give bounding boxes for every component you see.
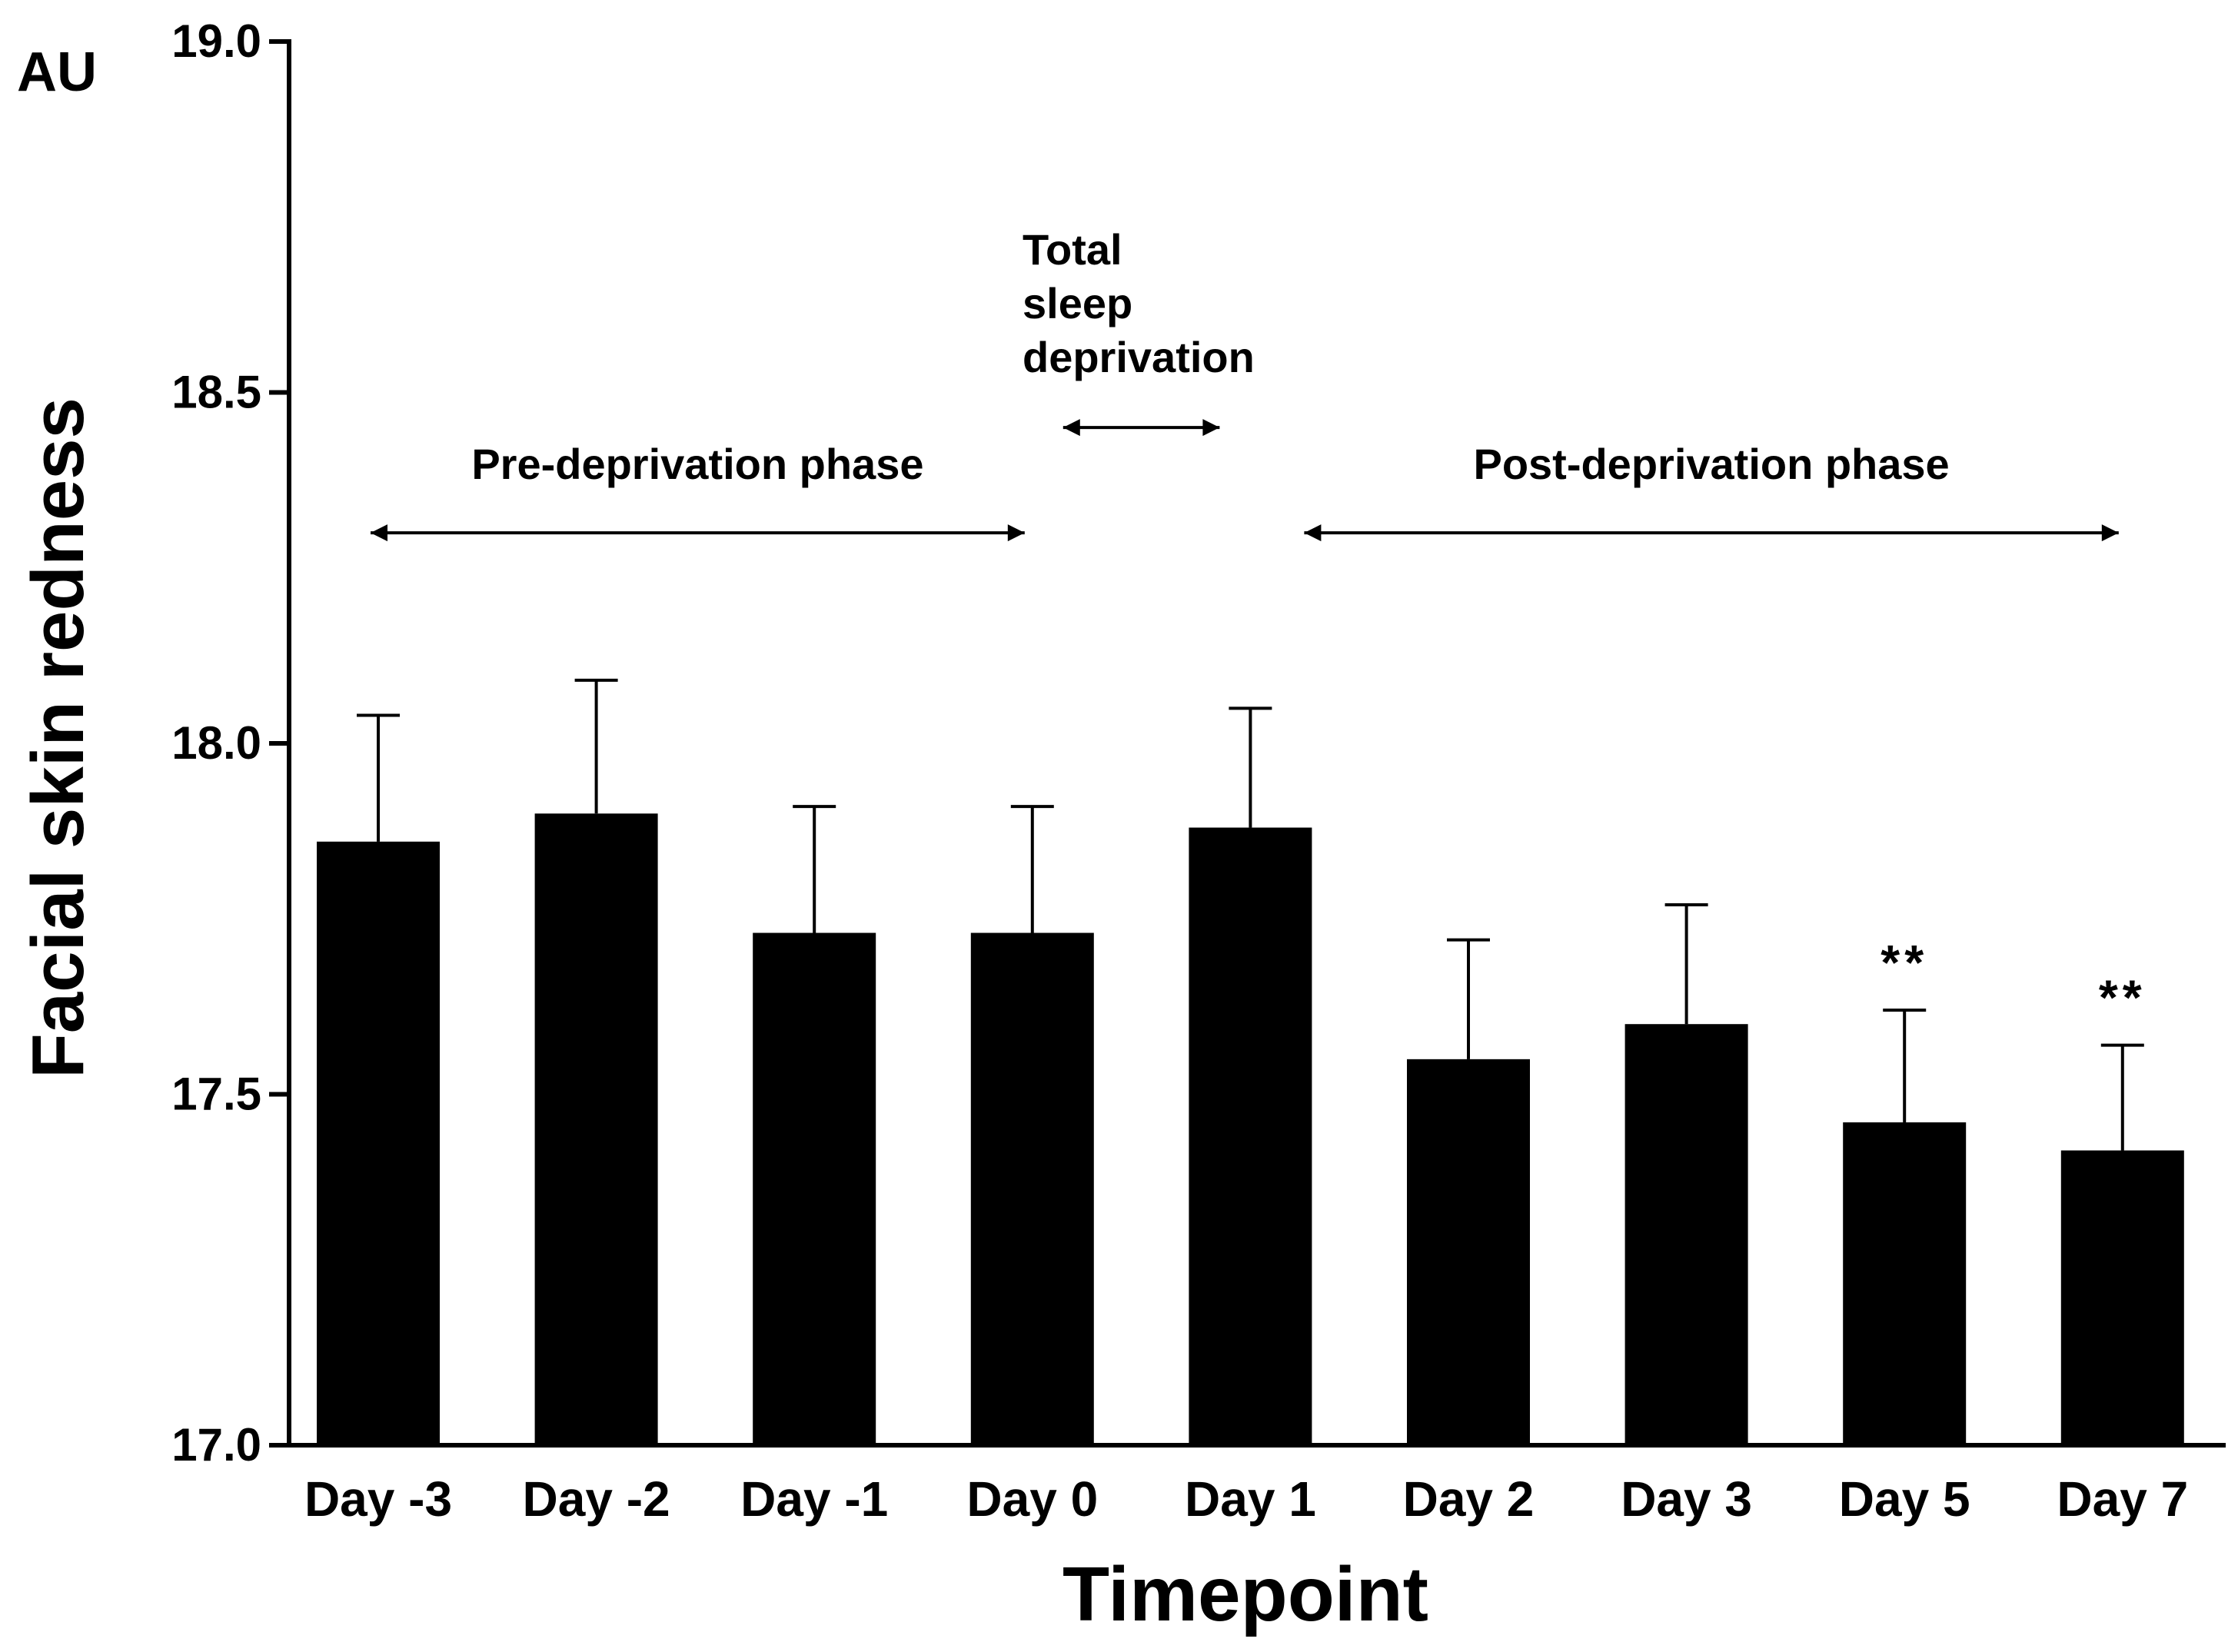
phase-label-line: deprivation [1023, 333, 1255, 381]
y-tick-label: 17.5 [171, 1069, 261, 1120]
phase-arrow-head-left [371, 524, 387, 542]
phase-arrow-head-right [2101, 524, 2119, 542]
bar [2060, 1150, 2184, 1445]
bar [1624, 1024, 1748, 1445]
x-tick-label: Day -2 [523, 1471, 670, 1527]
y-tick-label: 17.0 [171, 1419, 261, 1471]
bar [1407, 1059, 1530, 1445]
phase-label-line: Total [1023, 225, 1122, 274]
bar [317, 841, 440, 1445]
phase-indicators: Pre-deprivation phase Total sleep deprivati… [371, 225, 2119, 542]
phase-label: Pre-deprivation phase [471, 440, 923, 488]
significance-marker: ** [2099, 970, 2147, 1025]
bar [534, 813, 658, 1445]
bar [970, 932, 1094, 1445]
y-tick-label: 19.0 [171, 15, 261, 67]
phase-label-line: sleep [1023, 279, 1132, 327]
x-tick-label: Day -3 [304, 1471, 452, 1527]
y-ticks: 17.0 17.5 18.0 18.5 19.0 [171, 15, 289, 1471]
x-tick-label: Day 2 [1403, 1471, 1535, 1527]
phase-arrow-head-left [1304, 524, 1322, 542]
phase-arrow-head-right [1007, 524, 1025, 542]
bar [1189, 827, 1312, 1445]
x-tick-label: Day 0 [966, 1471, 1098, 1527]
bar [753, 932, 876, 1445]
y-unit-label: AU [17, 42, 97, 103]
x-tick-label: Day -1 [740, 1471, 888, 1527]
y-tick-label: 18.5 [171, 367, 261, 418]
phase-arrow-head-right [1202, 419, 1220, 437]
y-tick-label: 18.0 [171, 717, 261, 769]
x-tick-label: Day 5 [1839, 1471, 1970, 1527]
bars [317, 813, 2184, 1445]
x-tick-label: Day 3 [1621, 1471, 1752, 1527]
x-tick-label: Day 1 [1185, 1471, 1316, 1527]
x-tick-label: Day 7 [2057, 1471, 2188, 1527]
bar [1843, 1122, 1967, 1445]
phase-label: Post-deprivation phase [1473, 440, 1949, 488]
significance-marker: ** [1881, 935, 1928, 990]
y-axis-title: Facial skin redness [17, 397, 99, 1079]
x-tick-labels: Day -3 Day -2 Day -1 Day 0 Day 1 Day 2 Day 3 Da… [304, 1471, 2188, 1527]
phase-arrow-head-left [1062, 419, 1080, 437]
phase-label: Total sleep deprivation [1023, 225, 1255, 381]
x-axis-title: Timepoint [1062, 1551, 1428, 1637]
significance-annotations: ** ** [1881, 935, 2147, 1025]
error-bars [357, 678, 2144, 1151]
